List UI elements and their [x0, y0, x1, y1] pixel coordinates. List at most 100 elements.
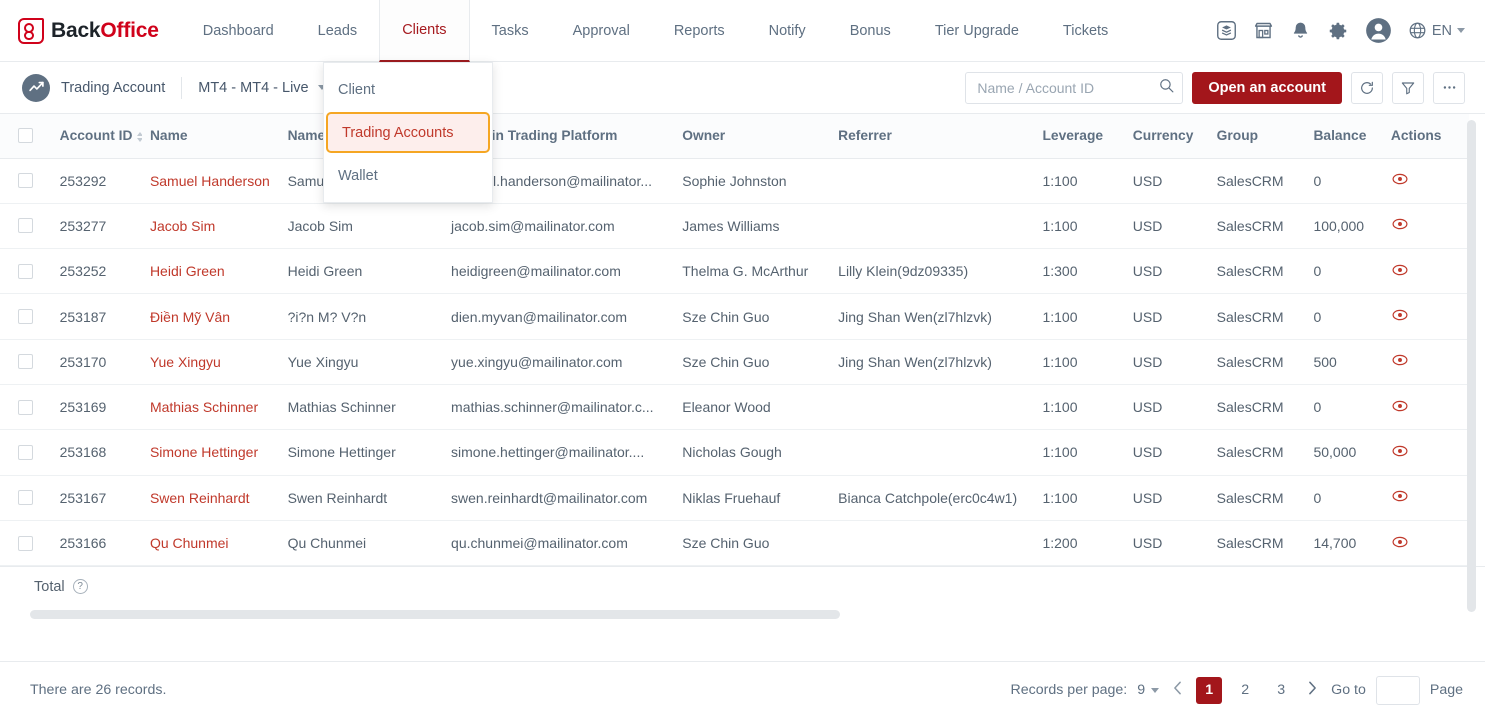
page-button-3[interactable]: 3	[1277, 682, 1286, 698]
cell-actions	[1382, 520, 1469, 567]
nav-item-clients[interactable]: Clients	[379, 0, 470, 62]
prev-page-icon[interactable]	[1169, 681, 1186, 699]
cell-leverage: 1:100	[1034, 339, 1125, 385]
row-checkbox[interactable]	[18, 354, 33, 370]
filter-icon[interactable]	[1392, 71, 1424, 104]
help-icon[interactable]: ?	[72, 579, 88, 595]
row-checkbox[interactable]	[18, 490, 33, 506]
cell-leverage: 1:100	[1034, 475, 1125, 521]
goto-page-input-wrapper[interactable]	[1375, 675, 1420, 705]
row-checkbox-cell	[0, 339, 52, 385]
next-page-icon[interactable]	[1304, 681, 1321, 699]
client-name-link[interactable]: Mathias Schinner	[149, 399, 259, 416]
column-header-currency[interactable]: Currency	[1124, 114, 1209, 159]
search-input[interactable]	[977, 79, 1159, 96]
column-header-group[interactable]: Group	[1208, 114, 1306, 159]
nav-item-bonus[interactable]: Bonus	[849, 22, 891, 39]
client-name-link[interactable]: Samuel Handerson	[149, 172, 270, 189]
search-box[interactable]	[965, 71, 1184, 104]
page-button-2[interactable]: 2	[1241, 682, 1250, 698]
client-name-link[interactable]: Swen Reinhardt	[149, 489, 250, 506]
cell-actions	[1382, 293, 1469, 340]
table-row[interactable]: 253166 Qu Chunmei Qu Chunmei qu.chunmei@…	[0, 520, 1469, 567]
table-row[interactable]: 253168 Simone Hettinger Simone Hettinger…	[0, 429, 1469, 476]
client-name-link[interactable]: Yue Xingyu	[149, 353, 221, 370]
brand-logo[interactable]: BackOffice	[18, 17, 159, 44]
table-row[interactable]: 253170 Yue Xingyu Yue Xingyu yue.xingyu@…	[0, 339, 1469, 385]
row-checkbox[interactable]	[18, 444, 33, 460]
view-icon[interactable]	[1391, 261, 1409, 279]
vertical-scrollbar[interactable]	[1467, 120, 1476, 612]
view-icon[interactable]	[1391, 215, 1409, 233]
dropdown-item-client[interactable]: Client	[338, 81, 376, 98]
column-header-account-id[interactable]: Account ID	[51, 114, 142, 159]
total-label: Total	[34, 578, 65, 595]
nav-item-reports[interactable]: Reports	[673, 22, 725, 39]
page-button-1[interactable]: 1	[1196, 676, 1223, 704]
dropdown-item-wallet[interactable]: Wallet	[338, 167, 378, 184]
view-icon[interactable]	[1391, 442, 1409, 460]
cell-account-id: 253168	[51, 429, 142, 476]
row-checkbox[interactable]	[18, 399, 33, 415]
cell-email: swen.reinhardt@mailinator.com	[443, 475, 675, 521]
cell-actions	[1382, 384, 1469, 431]
table-row[interactable]: 253187 Điền Mỹ Vân ?i?n M? V?n dien.myva…	[0, 293, 1469, 340]
client-name-link[interactable]: Jacob Sim	[149, 217, 216, 234]
row-checkbox[interactable]	[18, 263, 33, 279]
view-icon[interactable]	[1391, 351, 1409, 369]
storefront-icon[interactable]	[1253, 20, 1274, 41]
horizontal-scrollbar-track[interactable]	[30, 610, 1469, 619]
client-name-link[interactable]: Qu Chunmei	[149, 535, 229, 552]
column-header-owner[interactable]: Owner	[674, 114, 831, 159]
layers-icon[interactable]	[1216, 20, 1237, 41]
language-selector[interactable]: EN	[1408, 21, 1465, 40]
view-icon[interactable]	[1391, 397, 1409, 415]
table-row[interactable]: 253277 Jacob Sim Jacob Sim jacob.sim@mai…	[0, 203, 1469, 250]
row-checkbox[interactable]	[18, 535, 33, 551]
client-name-link[interactable]: Điền Mỹ Vân	[149, 308, 231, 325]
table-row[interactable]: 253167 Swen Reinhardt Swen Reinhardt swe…	[0, 475, 1469, 521]
table-row[interactable]: 253292 Samuel Handerson Samuel Handerson…	[0, 158, 1469, 204]
user-avatar-icon[interactable]	[1365, 17, 1392, 44]
cell-owner: Sze Chin Guo	[674, 339, 831, 385]
view-icon[interactable]	[1391, 306, 1409, 324]
nav-item-dashboard[interactable]: Dashboard	[202, 22, 274, 39]
dropdown-item-trading-accounts[interactable]: Trading Accounts	[326, 112, 490, 153]
row-checkbox[interactable]	[18, 173, 33, 189]
table-row[interactable]: 253252 Heidi Green Heidi Green heidigree…	[0, 248, 1469, 295]
nav-item-tasks[interactable]: Tasks	[491, 22, 529, 39]
records-count-note: There are 26 records.	[30, 682, 167, 698]
nav-item-approval[interactable]: Approval	[572, 22, 630, 39]
cell-leverage: 1:100	[1034, 429, 1125, 476]
cell-platform-name: ?i?n M? V?n	[279, 293, 444, 340]
view-icon[interactable]	[1391, 487, 1409, 505]
refresh-icon[interactable]	[1351, 71, 1383, 104]
view-icon[interactable]	[1391, 533, 1409, 551]
client-name-link[interactable]: Heidi Green	[149, 263, 225, 280]
nav-item-tickets[interactable]: Tickets	[1062, 22, 1109, 39]
view-icon[interactable]	[1391, 170, 1409, 188]
table-row[interactable]: 253169 Mathias Schinner Mathias Schinner…	[0, 384, 1469, 431]
column-header-referrer[interactable]: Referrer	[830, 114, 1035, 159]
column-header-name[interactable]: Name	[141, 114, 280, 159]
gear-icon[interactable]	[1327, 20, 1349, 42]
client-name-link[interactable]: Simone Hettinger	[149, 444, 259, 461]
nav-item-notify[interactable]: Notify	[768, 22, 806, 39]
nav-item-leads[interactable]: Leads	[317, 22, 358, 39]
platform-select[interactable]: MT4 - MT4 - Live	[198, 80, 326, 96]
goto-page-input[interactable]	[1376, 676, 1419, 704]
row-checkbox[interactable]	[18, 218, 33, 234]
open-an-account-button[interactable]: Open an account	[1192, 71, 1342, 104]
horizontal-scrollbar-thumb[interactable]	[30, 610, 840, 619]
select-all-checkbox[interactable]	[18, 128, 33, 144]
nav-item-tier-upgrade[interactable]: Tier Upgrade	[934, 22, 1019, 39]
select-all-header	[0, 114, 52, 159]
more-icon[interactable]	[1433, 71, 1465, 104]
column-header-leverage[interactable]: Leverage	[1034, 114, 1125, 159]
records-per-page-select[interactable]: 9	[1137, 682, 1160, 698]
sort-icon[interactable]	[137, 131, 142, 142]
search-icon[interactable]	[1158, 77, 1175, 99]
row-checkbox[interactable]	[18, 309, 33, 325]
bell-icon[interactable]	[1290, 20, 1311, 41]
column-header-balance[interactable]: Balance	[1305, 114, 1383, 159]
